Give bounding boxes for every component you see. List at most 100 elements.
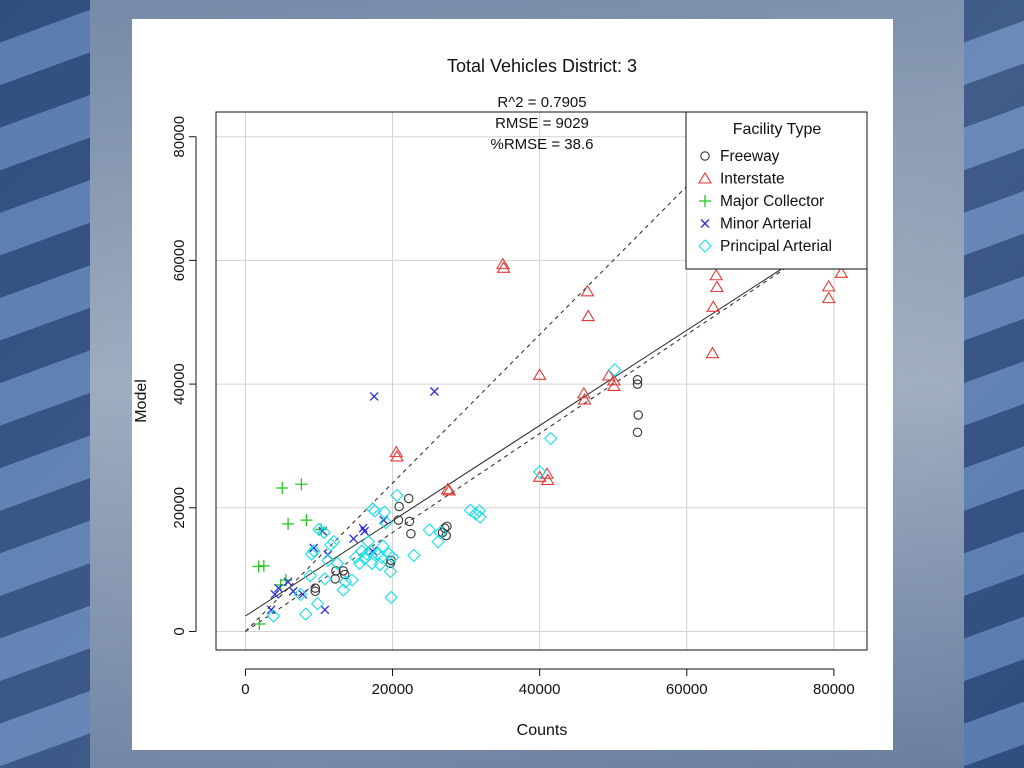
legend-marker-minor-arterial (700, 219, 710, 228)
background-stripe-left (0, 0, 90, 768)
point-interstate (709, 280, 724, 293)
background-stripe-right (964, 0, 1024, 768)
legend-marker-freeway (700, 151, 710, 161)
point-minor-arterial (274, 583, 283, 593)
point-interstate (495, 257, 510, 270)
point-principal-arterial (365, 556, 379, 571)
point-freeway (393, 515, 404, 525)
point-principal-arterial (532, 465, 547, 479)
point-principal-arterial (293, 587, 308, 602)
point-freeway (404, 516, 415, 527)
point-principal-arterial (363, 544, 378, 558)
point-interstate (706, 300, 721, 312)
point-major-collector (276, 481, 289, 494)
point-principal-arterial (607, 363, 622, 377)
point-principal-arterial (473, 510, 487, 524)
point-principal-arterial (303, 569, 317, 583)
legend-marker-interstate (698, 171, 712, 184)
data-points (252, 257, 849, 631)
point-minor-arterial (368, 546, 378, 556)
legend-marker-major-collector (699, 195, 711, 207)
point-principal-arterial (543, 431, 558, 446)
point-minor-arterial (358, 523, 368, 533)
point-interstate (606, 379, 621, 391)
point-principal-arterial (374, 550, 389, 565)
point-freeway (330, 574, 340, 584)
point-principal-arterial (345, 573, 359, 587)
point-interstate (389, 449, 404, 462)
point-interstate (821, 291, 836, 304)
point-major-collector (295, 478, 308, 491)
stat-pct-rmse: %RMSE = 38.6 (491, 136, 594, 153)
point-interstate (834, 266, 849, 278)
point-minor-arterial (430, 387, 439, 396)
point-interstate (709, 268, 724, 281)
point-interstate (580, 284, 595, 297)
point-principal-arterial (326, 535, 341, 549)
x-tick-label: 60000 (666, 681, 708, 698)
point-major-collector (253, 618, 266, 631)
point-freeway (440, 523, 450, 533)
point-principal-arterial (365, 502, 380, 516)
series-freeway (310, 375, 643, 597)
point-minor-arterial (360, 526, 370, 536)
point-freeway (406, 528, 416, 539)
plot-frame (215, 111, 868, 651)
point-freeway (331, 566, 341, 576)
point-interstate (540, 473, 555, 485)
chart-panel: 0 20000 40000 60000 80000 0 20000 40000 60000 800… (132, 19, 893, 750)
series-interstate (389, 257, 849, 496)
point-minor-arterial (283, 577, 293, 587)
point-freeway (442, 521, 452, 532)
point-principal-arterial (433, 525, 448, 540)
point-interstate (577, 392, 592, 405)
point-interstate (389, 445, 404, 458)
point-freeway (310, 586, 321, 597)
point-principal-arterial (390, 488, 404, 503)
point-freeway (633, 410, 643, 420)
point-minor-arterial (270, 589, 280, 599)
point-major-collector (300, 514, 313, 527)
stat-rmse: RMSE = 9029 (495, 115, 589, 132)
point-major-collector (282, 517, 295, 530)
legend-label-interstate: Interstate (720, 171, 785, 188)
point-interstate (440, 482, 455, 495)
point-principal-arterial (383, 564, 398, 579)
point-principal-arterial (360, 547, 374, 561)
point-minor-arterial (369, 392, 379, 401)
point-major-collector (257, 559, 270, 572)
point-principal-arterial (422, 523, 437, 537)
y-tick-label: 20000 (171, 487, 188, 529)
point-minor-arterial (266, 605, 276, 615)
y-tick-label: 40000 (171, 363, 188, 405)
point-minor-arterial (320, 605, 330, 615)
point-interstate (576, 386, 591, 399)
point-freeway (632, 427, 643, 438)
point-principal-arterial (463, 503, 478, 518)
x-tick-label: 0 (241, 681, 249, 698)
point-principal-arterial (323, 538, 338, 552)
point-principal-arterial (376, 539, 390, 553)
point-principal-arterial (385, 550, 400, 565)
point-principal-arterial (373, 557, 387, 572)
x-tick-label: 20000 (372, 681, 414, 698)
point-principal-arterial (321, 553, 335, 568)
point-freeway (632, 379, 643, 389)
stat-r2: R^2 = 0.7905 (497, 94, 586, 111)
point-interstate (601, 368, 616, 381)
point-principal-arterial (266, 609, 281, 623)
legend-label-major-collector: Major Collector (720, 193, 824, 210)
point-freeway (441, 530, 451, 541)
chart-title: Total Vehicles District: 3 (447, 56, 637, 76)
legend: Facility Type Freeway Interstate Major Col… (685, 111, 868, 270)
legend-label-principal-arterial: Principal Arterial (720, 238, 832, 255)
point-interstate (581, 309, 596, 322)
point-freeway (310, 583, 321, 593)
point-freeway (403, 493, 414, 504)
point-minor-arterial (298, 589, 308, 599)
point-principal-arterial (368, 504, 382, 518)
axes: 0 20000 40000 60000 80000 0 20000 40000 60000 800… (171, 116, 855, 698)
point-interstate (442, 483, 457, 496)
point-principal-arterial (330, 556, 345, 571)
point-freeway (339, 569, 350, 580)
